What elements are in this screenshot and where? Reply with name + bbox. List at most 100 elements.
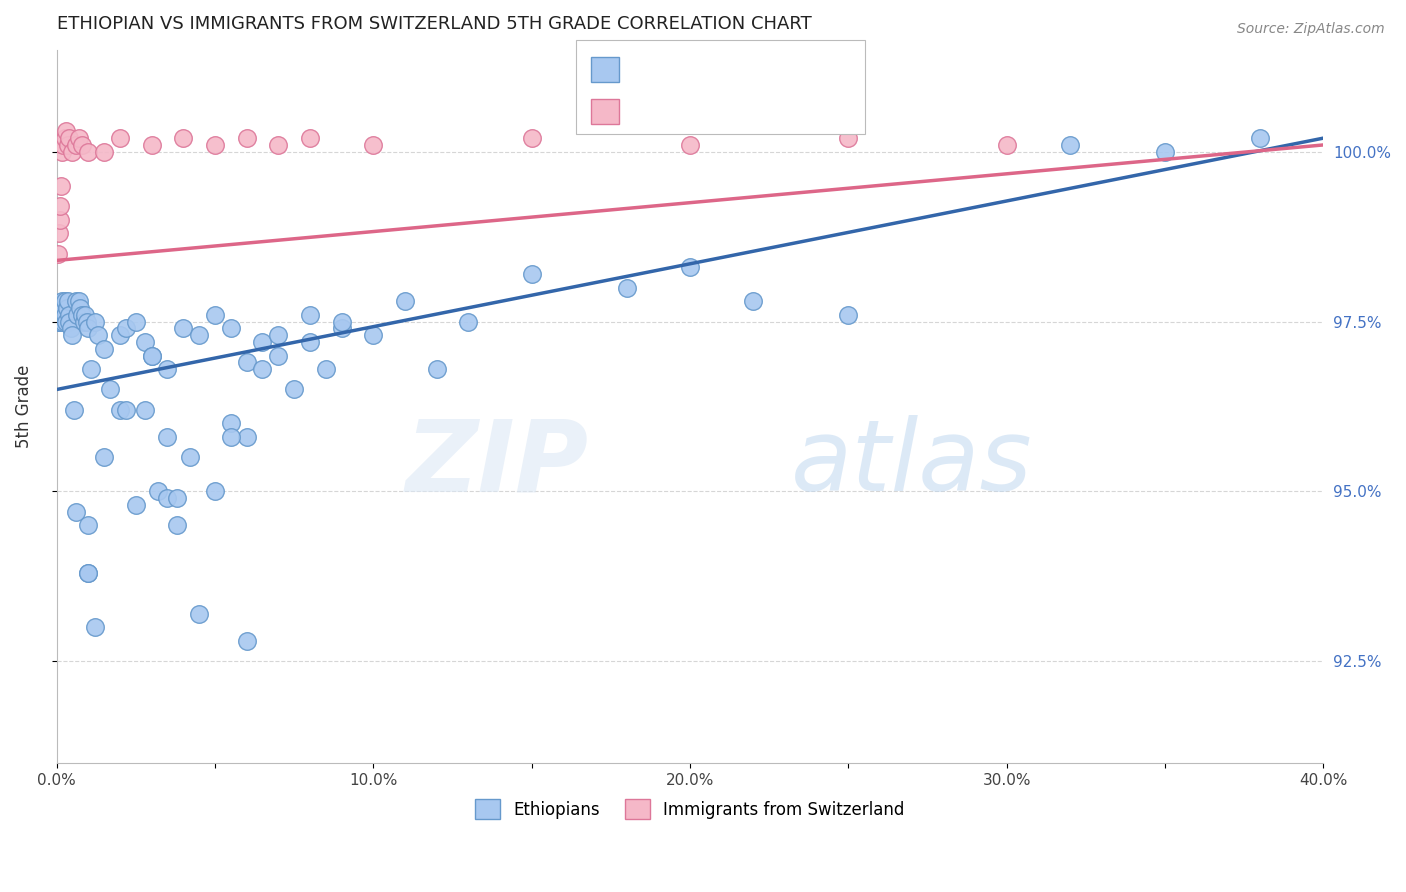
Point (48, 226, 70, 240)
Point (837, 308, 859, 322)
Point (93, 450, 115, 465)
Point (48, 308, 70, 322)
Point (394, 294, 416, 309)
Point (49, 314, 72, 328)
Point (77, 566, 100, 580)
Point (219, 430, 242, 444)
Point (58, 131, 80, 145)
Point (361, 137, 384, 152)
Point (141, 349, 163, 363)
Point (77, 321, 100, 335)
Text: atlas: atlas (792, 415, 1033, 512)
Point (679, 137, 702, 152)
Point (172, 131, 194, 145)
Point (188, 328, 211, 343)
Point (616, 280, 638, 294)
Point (59, 321, 82, 335)
Point (1154, 145, 1177, 159)
Point (77, 518, 100, 533)
Point (100, 383, 122, 397)
Point (49, 199, 72, 213)
Point (995, 137, 1018, 152)
Point (55, 124, 77, 138)
Point (267, 328, 290, 343)
Point (53, 294, 76, 309)
Point (51, 308, 73, 322)
Point (204, 484, 226, 499)
Point (65, 294, 87, 309)
Point (75, 308, 97, 322)
Point (70, 137, 93, 152)
Legend: Ethiopians, Immigrants from Switzerland: Ethiopians, Immigrants from Switzerland (468, 792, 911, 826)
Point (93, 145, 115, 159)
Point (141, 137, 163, 152)
Point (298, 131, 321, 145)
Text: Source: ZipAtlas.com: Source: ZipAtlas.com (1237, 22, 1385, 37)
Point (77, 145, 100, 159)
Point (520, 267, 543, 281)
Point (55, 314, 77, 328)
Point (252, 362, 274, 376)
Point (267, 349, 290, 363)
Point (51, 178, 73, 193)
Point (56, 137, 79, 152)
Point (76, 314, 98, 328)
Point (361, 328, 384, 343)
Text: ZIP: ZIP (405, 415, 589, 512)
Point (134, 403, 156, 417)
Point (315, 362, 337, 376)
Point (188, 607, 211, 621)
Point (93, 342, 115, 356)
Point (204, 308, 226, 322)
Point (67, 294, 90, 309)
Point (58, 314, 80, 328)
Point (179, 450, 201, 465)
Point (49, 301, 72, 315)
Point (426, 362, 449, 376)
Point (219, 417, 242, 431)
Text: ETHIOPIAN VS IMMIGRANTS FROM SWITZERLAND 5TH GRADE CORRELATION CHART: ETHIOPIAN VS IMMIGRANTS FROM SWITZERLAND… (56, 15, 811, 33)
Point (125, 498, 148, 512)
Point (46, 246, 69, 260)
Point (53, 131, 76, 145)
Point (67, 131, 90, 145)
Point (520, 131, 543, 145)
Point (55, 301, 77, 315)
Point (55, 308, 77, 322)
Point (115, 403, 138, 417)
Point (108, 403, 131, 417)
Point (46, 314, 69, 328)
Point (1059, 137, 1081, 152)
Point (156, 430, 179, 444)
Point (65, 505, 87, 519)
Point (108, 328, 131, 343)
Point (83, 620, 105, 634)
Point (235, 355, 257, 369)
Y-axis label: 5th Grade: 5th Grade (15, 365, 32, 448)
Point (267, 137, 290, 152)
Point (742, 294, 765, 309)
Point (330, 314, 353, 328)
Point (70, 308, 93, 322)
Point (172, 321, 194, 335)
Point (63, 403, 86, 417)
Point (62, 145, 84, 159)
Point (156, 362, 179, 376)
Point (235, 430, 257, 444)
Point (62, 328, 84, 343)
Point (235, 633, 257, 648)
Point (457, 314, 479, 328)
Point (52, 314, 75, 328)
Point (65, 137, 87, 152)
Point (156, 491, 179, 506)
Text: R = 0.375   N = 29: R = 0.375 N = 29 (626, 103, 796, 121)
Point (51, 294, 73, 309)
Point (52, 301, 75, 315)
Point (166, 491, 188, 506)
Text: R = 0.472   N = 58: R = 0.472 N = 58 (626, 61, 796, 78)
Point (108, 131, 131, 145)
Point (66, 308, 89, 322)
Point (115, 321, 138, 335)
Point (166, 518, 188, 533)
Point (51, 145, 73, 159)
